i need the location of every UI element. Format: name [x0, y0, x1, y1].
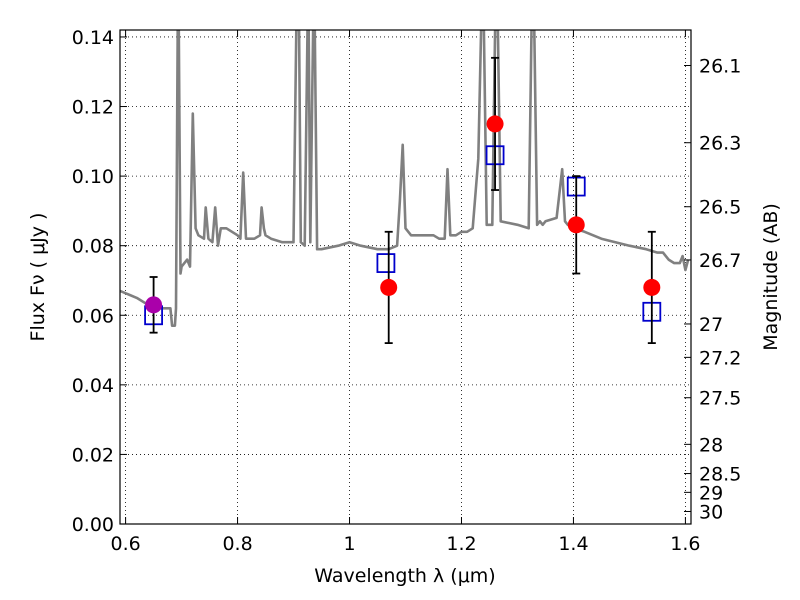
right-tick-label: 28.5 [699, 464, 741, 486]
y-tick-label: 0.08 [72, 236, 114, 258]
x-tick-label: 1.4 [558, 533, 588, 555]
right-tick-label: 27 [699, 314, 723, 336]
right-axis-title: Magnitude (AB) [760, 203, 782, 351]
model-square-marker [376, 253, 396, 273]
x-tick-label: 0.8 [222, 533, 252, 555]
x-tick-label: 0.6 [110, 533, 140, 555]
right-tick-label: 30 [699, 501, 723, 523]
right-tick-label: 26.1 [699, 55, 741, 77]
spectrum-line [120, 30, 690, 328]
right-tick-label: 28 [699, 434, 723, 456]
right-tick-label: 26.5 [699, 197, 741, 219]
right-tick-label: 29 [699, 482, 723, 504]
right-tick-label: 26.3 [699, 133, 741, 155]
y-axis-title: Flux Fν ( μJy ) [27, 213, 49, 342]
y-tick-label: 0.06 [72, 305, 114, 327]
x-tick-label: 1.2 [446, 533, 476, 555]
y-tick-label: 0.10 [72, 166, 114, 188]
y-tick-label: 0.14 [72, 27, 114, 49]
y-tick-label: 0.02 [72, 444, 114, 466]
photometry-point [643, 278, 661, 296]
x-axis-title: Wavelength λ (μm) [314, 565, 495, 587]
x-tick-label: 1 [343, 533, 355, 555]
right-tick-label: 27.2 [699, 347, 741, 369]
y-tick-label: 0.12 [72, 97, 114, 119]
axes: 0.6 0.8 1 1.2 1.4 1.6 0.00 0.02 0.04 0.06 0.08 0.10… [72, 27, 742, 555]
y-tick-label: 0.00 [72, 514, 114, 536]
plot-frame [119, 29, 692, 525]
photometry-point [486, 115, 504, 133]
plot-area [120, 30, 690, 344]
right-tick-label: 26.7 [699, 250, 741, 272]
right-tick-label: 27.5 [699, 388, 741, 410]
x-tick-label: 1.6 [670, 533, 700, 555]
photometry-point [567, 216, 585, 234]
y-tick-label: 0.04 [72, 375, 114, 397]
photometry-point [145, 296, 163, 314]
photometry-point [380, 278, 398, 296]
